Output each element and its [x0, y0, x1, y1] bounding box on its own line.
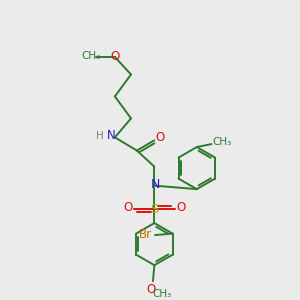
Text: N: N: [151, 178, 160, 191]
Text: S: S: [150, 202, 158, 215]
Text: H: H: [96, 131, 104, 141]
Text: O: O: [110, 50, 119, 64]
Text: O: O: [123, 201, 133, 214]
Text: O: O: [147, 283, 156, 296]
Text: N: N: [107, 129, 116, 142]
Text: CH₃: CH₃: [212, 137, 231, 147]
Text: O: O: [156, 131, 165, 144]
Text: CH₃: CH₃: [153, 289, 172, 298]
Text: CH₃: CH₃: [81, 51, 100, 62]
Text: O: O: [176, 201, 185, 214]
Text: Br: Br: [139, 228, 152, 241]
